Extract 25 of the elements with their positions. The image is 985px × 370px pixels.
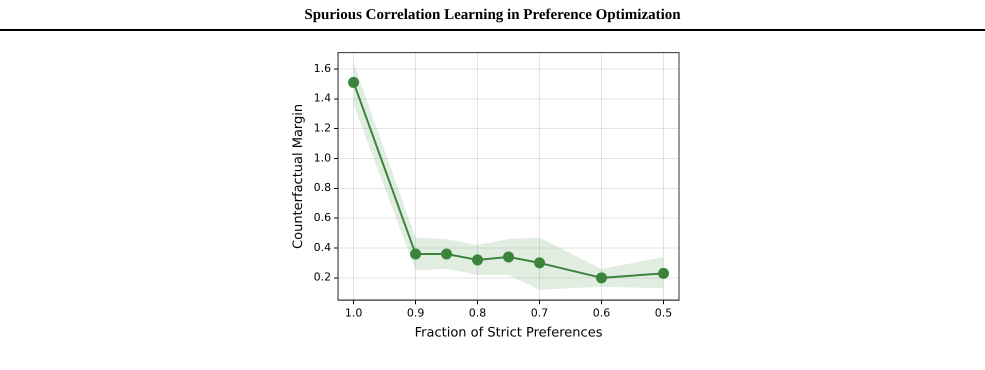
y-tick-label: 0.2 — [314, 270, 332, 284]
y-tick-label: 0.8 — [314, 181, 332, 194]
y-tick-label: 1.2 — [314, 122, 332, 135]
point — [658, 268, 670, 279]
point — [441, 248, 452, 260]
point — [596, 272, 608, 284]
x-tick-label: 0.9 — [406, 306, 424, 320]
point — [472, 254, 484, 266]
point — [410, 248, 422, 260]
y-tick-label: 1.4 — [314, 92, 332, 105]
y-tick-label: 1.0 — [314, 151, 332, 164]
point — [348, 76, 360, 88]
y-tick-label: 0.4 — [314, 240, 332, 254]
chart-title: Spurious Correlation Learning in Preference Optimization — [0, 0, 985, 31]
y-axis-title: Counterfactual Margin — [291, 104, 306, 249]
y-tick-label: 1.6 — [314, 62, 332, 75]
x-tick-label: 0.8 — [468, 306, 486, 320]
point — [534, 257, 546, 268]
x-tick-label: 1.0 — [344, 306, 362, 320]
x-tick-label: 0.6 — [592, 306, 610, 320]
point — [503, 251, 514, 262]
x-tick-label: 0.5 — [654, 306, 672, 320]
x-tick-label: 0.7 — [530, 306, 548, 320]
x-axis-title: Fraction of Strict Preferences — [414, 326, 603, 341]
y-tick-label: 0.6 — [314, 211, 332, 224]
